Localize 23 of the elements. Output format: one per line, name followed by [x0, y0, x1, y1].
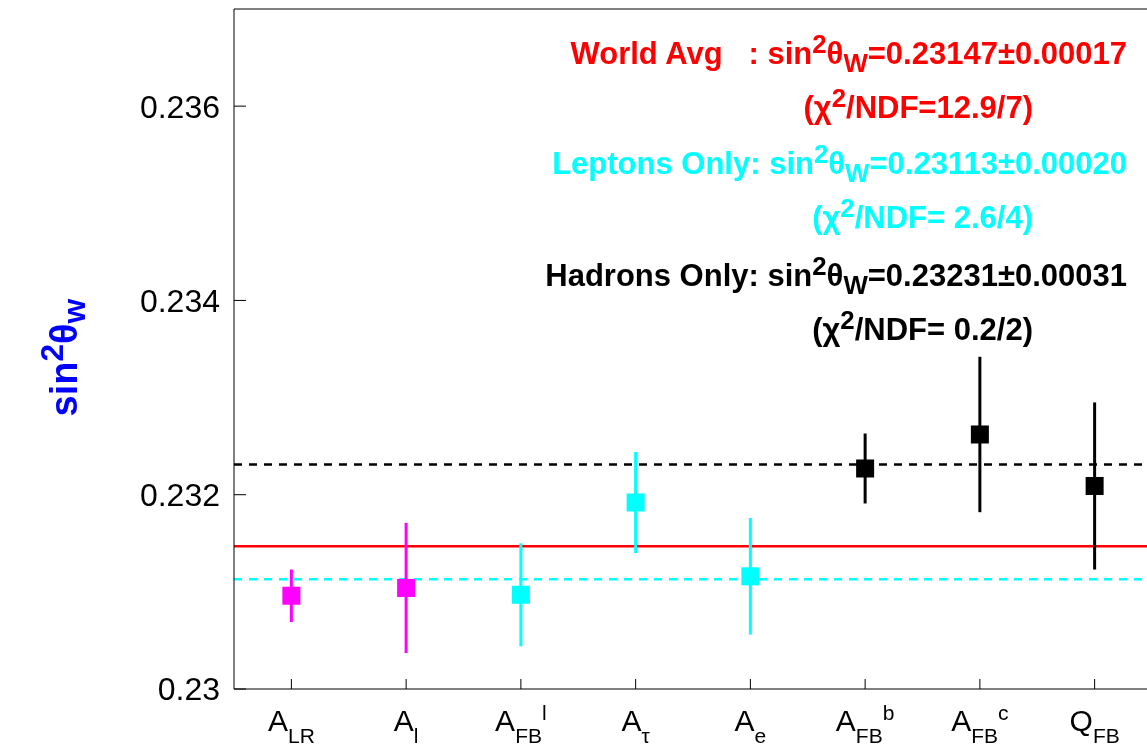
annotation: Hadrons Only: sin$^{2}$θ$_{W}$=0.23231±0.00031 [545, 251, 1127, 301]
point [511, 585, 530, 604]
x-tick-label: Q$_{FB}$ [1069, 704, 1120, 747]
point [1085, 476, 1104, 495]
y-tick-label: 0.23 [157, 671, 220, 708]
annotation: (χ$^{2}$/NDF= 2.6/4) [812, 193, 1033, 237]
point [282, 586, 301, 605]
x-tick-label: A$_{LR}$ [267, 704, 315, 747]
annotation: (χ$^{2}$/NDF= 0.2/2) [812, 305, 1033, 349]
point [626, 493, 645, 512]
y-tick-label: 0.234 [139, 282, 220, 319]
x-tick-label: A$_{e}$ [734, 704, 767, 747]
y-tick-label: 0.232 [139, 477, 220, 514]
point [741, 567, 760, 586]
x-tick-label: A$_{τ}$ [621, 704, 651, 747]
point [397, 578, 416, 597]
point [856, 459, 875, 478]
x-tick-label: A$_{l}$ [393, 704, 419, 747]
annotation: World Avg : sin$^{2}$θ$_{W}$=0.23147±0.00017 [570, 29, 1127, 79]
y-tick-label: 0.236 [139, 88, 220, 125]
annotation: (χ$^{2}$/NDF=12.9/7) [803, 83, 1033, 127]
point [970, 425, 989, 444]
annotation: Leptons Only: sin$^{2}$θ$_{W}$=0.23113±0.00020 [552, 139, 1127, 189]
